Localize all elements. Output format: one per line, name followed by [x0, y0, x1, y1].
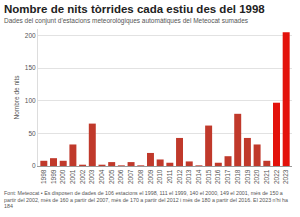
svg-text:0: 0 [32, 162, 36, 169]
svg-text:200: 200 [25, 32, 36, 39]
svg-text:2021: 2021 [263, 169, 270, 184]
html-text:Dades del conjunt d'estacions: Dades del conjunt d'estacions meteorològ… [4, 17, 249, 24]
svg-text:100: 100 [25, 97, 36, 104]
svg-text:2020: 2020 [253, 169, 260, 184]
svg-text:2023: 2023 [282, 169, 289, 184]
svg-text:150: 150 [25, 64, 36, 71]
svg-text:2017: 2017 [224, 169, 231, 184]
svg-text:2022: 2022 [273, 169, 280, 184]
svg-text:2014: 2014 [195, 169, 202, 184]
svg-text:2016: 2016 [214, 169, 221, 184]
svg-text:2019: 2019 [244, 169, 251, 184]
svg-text:1999: 1999 [50, 169, 57, 184]
html-text:Nombre de nits tòrrides cada e: Nombre de nits tòrrides cada estiu des d… [4, 3, 265, 15]
svg-text:2018: 2018 [234, 169, 241, 184]
svg-text:2004: 2004 [98, 169, 105, 184]
svg-text:2012: 2012 [176, 169, 183, 184]
svg-text:2002: 2002 [79, 169, 86, 184]
svg-text:2013: 2013 [185, 169, 192, 184]
svg-text:2000: 2000 [59, 169, 66, 184]
svg-text:1998: 1998 [40, 169, 47, 184]
svg-text:2005: 2005 [108, 169, 115, 184]
svg-text:2009: 2009 [147, 169, 154, 184]
svg-text:2008: 2008 [137, 169, 144, 184]
svg-text:2007: 2007 [127, 169, 134, 184]
svg-text:2001: 2001 [69, 169, 76, 184]
svg-text:Nombre de nits: Nombre de nits [13, 75, 20, 120]
html-text:Font: Meteocat • Es disposen d: Font: Meteocat • Es disposen de dades de… [4, 190, 288, 210]
svg-text:50: 50 [28, 130, 36, 137]
svg-text:2006: 2006 [117, 169, 124, 184]
svg-text:2003: 2003 [88, 169, 95, 184]
svg-text:2011: 2011 [166, 169, 173, 183]
svg-text:2015: 2015 [205, 169, 212, 184]
svg-text:2010: 2010 [156, 169, 163, 184]
